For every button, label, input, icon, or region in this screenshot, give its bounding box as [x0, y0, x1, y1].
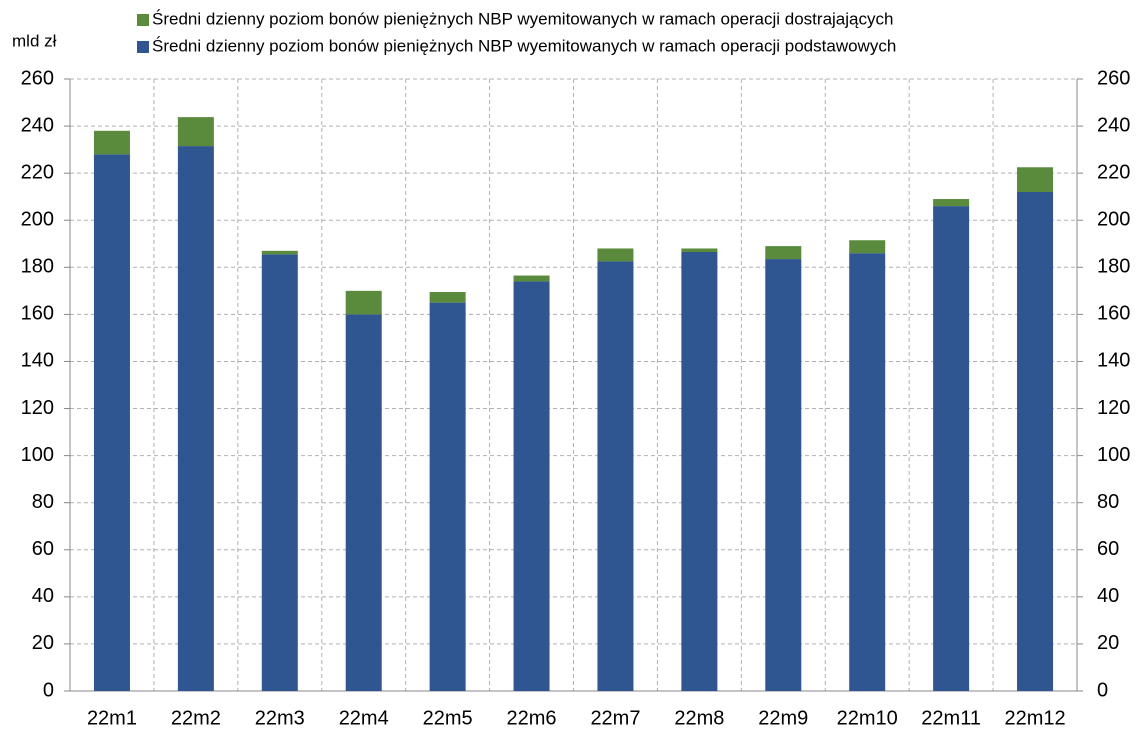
y2-tick-label: 180	[1097, 256, 1130, 278]
bar-segment	[933, 206, 970, 691]
bar-segment	[261, 254, 298, 691]
unit-label: mld zł	[12, 31, 57, 50]
bar-segment	[765, 259, 802, 691]
x-tick-label: 22m8	[674, 707, 724, 729]
y2-tick-label: 260	[1097, 67, 1130, 89]
x-tick-label: 22m12	[1004, 707, 1065, 729]
y2-tick-label: 140	[1097, 350, 1130, 372]
y2-tick-label: 20	[1097, 632, 1119, 654]
bar-segment	[177, 146, 214, 692]
x-tick-label: 22m3	[255, 707, 305, 729]
bar-segment	[513, 281, 550, 691]
y-tick-label: 80	[32, 491, 54, 513]
y-tick-label: 180	[21, 256, 54, 278]
y-tick-label: 200	[21, 209, 54, 231]
y-tick-label: 240	[21, 114, 54, 136]
x-tick-label: 22m6	[507, 707, 557, 729]
y2-tick-label: 0	[1097, 679, 1108, 701]
y-tick-label: 260	[21, 67, 54, 89]
bar-segment	[681, 248, 718, 253]
bar-segment	[177, 117, 214, 147]
y2-tick-label: 60	[1097, 538, 1119, 560]
bar-segment	[765, 246, 802, 260]
bar-segment	[1017, 167, 1054, 192]
y-tick-label: 100	[21, 444, 54, 466]
bar-segment	[933, 199, 970, 207]
bar-segment	[261, 250, 298, 255]
y-tick-label: 0	[43, 679, 54, 701]
x-tick-label: 22m2	[171, 707, 221, 729]
bar-segment	[513, 275, 550, 282]
bar-segment	[429, 292, 466, 303]
x-tick-label: 22m5	[423, 707, 473, 729]
y2-tick-label: 160	[1097, 303, 1130, 325]
y2-tick-label: 240	[1097, 114, 1130, 136]
bar-segment	[345, 290, 382, 315]
y2-tick-label: 80	[1097, 491, 1119, 513]
legend-swatch	[137, 41, 149, 53]
x-tick-label: 22m11	[921, 707, 981, 729]
y-tick-label: 160	[21, 303, 54, 325]
y-tick-label: 120	[21, 397, 54, 419]
bar-segment	[597, 261, 634, 691]
x-tick-label: 22m4	[339, 707, 389, 729]
x-tick-label: 22m10	[837, 707, 898, 729]
bar-segment	[849, 253, 886, 691]
bar-segment	[93, 130, 130, 155]
legend-label: Średni dzienny poziom bonów pieniężnych …	[152, 36, 896, 55]
legend-label: Średni dzienny poziom bonów pieniężnych …	[152, 9, 893, 28]
x-tick-label: 22m9	[758, 707, 808, 729]
y2-tick-label: 220	[1097, 161, 1130, 183]
bar-segment	[345, 314, 382, 691]
legend-swatch	[137, 14, 149, 26]
bar-segment	[93, 154, 130, 692]
y-tick-label: 20	[32, 632, 54, 654]
y2-tick-label: 100	[1097, 444, 1130, 466]
bar-segment	[849, 240, 886, 254]
y2-tick-label: 40	[1097, 585, 1119, 607]
x-tick-label: 22m1	[87, 707, 137, 729]
bar-segment	[429, 302, 466, 691]
bar-segment	[681, 252, 718, 691]
bar-segment	[1017, 191, 1054, 691]
y-tick-label: 220	[21, 161, 54, 183]
y2-tick-label: 200	[1097, 209, 1130, 231]
bar-segment	[597, 248, 634, 262]
y-tick-label: 140	[21, 350, 54, 372]
y2-tick-label: 120	[1097, 397, 1130, 419]
y-tick-label: 60	[32, 538, 54, 560]
y-tick-label: 40	[32, 585, 54, 607]
x-tick-label: 22m7	[590, 707, 640, 729]
